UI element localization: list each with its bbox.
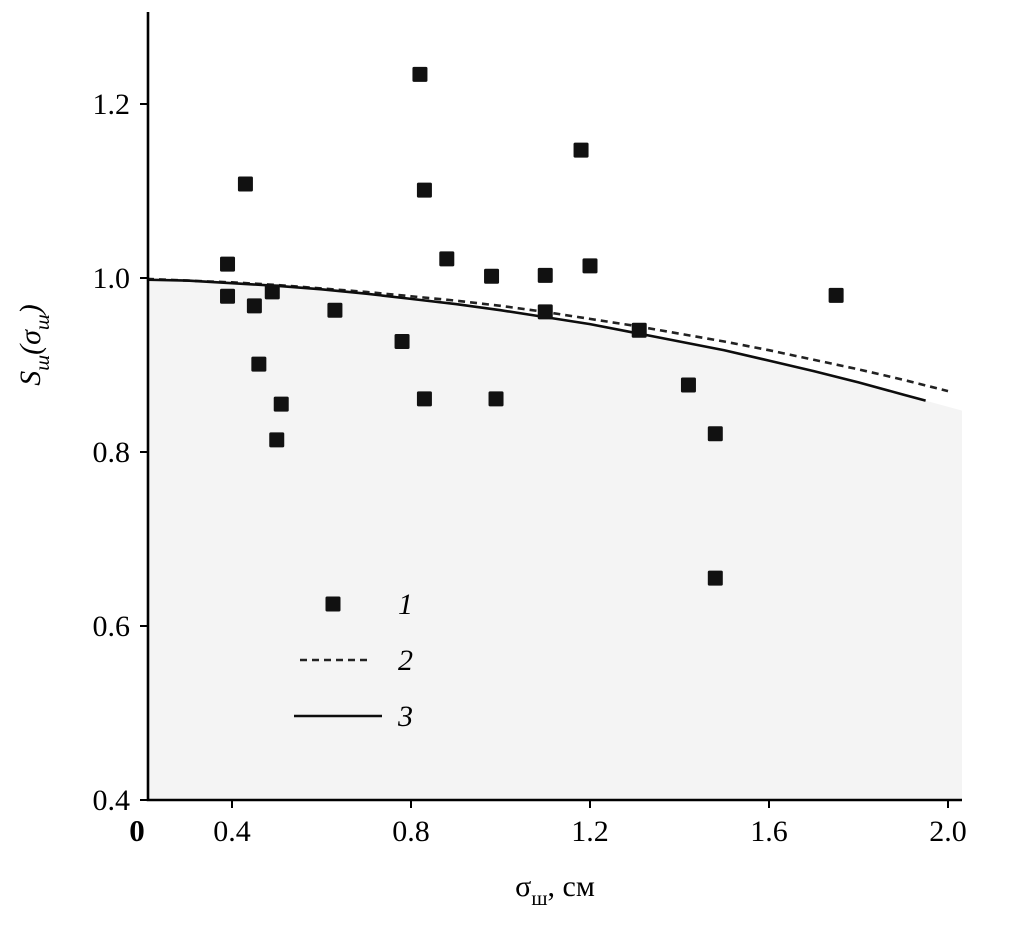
x-tick-label: 1.2 (571, 815, 609, 848)
x-tick-label-origin: 0 (129, 813, 145, 848)
data-point-square (273, 396, 289, 412)
data-point-square (246, 298, 262, 314)
y-tick-label: 1.0 (93, 262, 131, 295)
y-tick-label: 0.4 (93, 784, 131, 817)
data-point-square (264, 284, 280, 300)
x-tick-label: 0.4 (213, 815, 251, 848)
data-point-square (220, 288, 236, 304)
legend-label-3: 3 (397, 700, 413, 733)
data-point-square (251, 356, 267, 372)
x-axis-label: σш, см (515, 870, 595, 910)
legend-label-2: 2 (398, 644, 413, 677)
y-tick-label: 0.8 (93, 436, 131, 469)
data-point-square (416, 182, 432, 198)
y-axis-label: Sш(σш) (14, 304, 54, 386)
area-under-curve (146, 279, 963, 800)
y-tick-label: 1.2 (93, 88, 131, 121)
x-tick-label: 0.8 (392, 815, 430, 848)
data-point-square (582, 258, 598, 274)
data-point-square (680, 377, 696, 393)
data-point-square (707, 570, 723, 586)
legend-label-1: 1 (398, 588, 413, 621)
data-point-square (416, 391, 432, 407)
data-point-square (269, 432, 285, 448)
data-point-square (828, 287, 844, 303)
data-point-square (439, 251, 455, 267)
data-point-square (707, 426, 723, 442)
data-point-square (412, 66, 428, 82)
data-point-square (537, 304, 553, 320)
data-point-square (488, 391, 504, 407)
legend-marker-square (325, 596, 341, 612)
data-point-square (220, 256, 236, 272)
data-point-square (237, 176, 253, 192)
data-point-square (327, 302, 343, 318)
data-point-square (631, 322, 647, 338)
data-point-square (537, 267, 553, 283)
y-tick-label: 0.6 (93, 610, 131, 643)
data-point-square (573, 142, 589, 158)
x-tick-label: 2.0 (929, 815, 967, 848)
x-tick-label: 1.6 (750, 815, 788, 848)
data-point-square (484, 268, 500, 284)
data-point-square (394, 334, 410, 350)
